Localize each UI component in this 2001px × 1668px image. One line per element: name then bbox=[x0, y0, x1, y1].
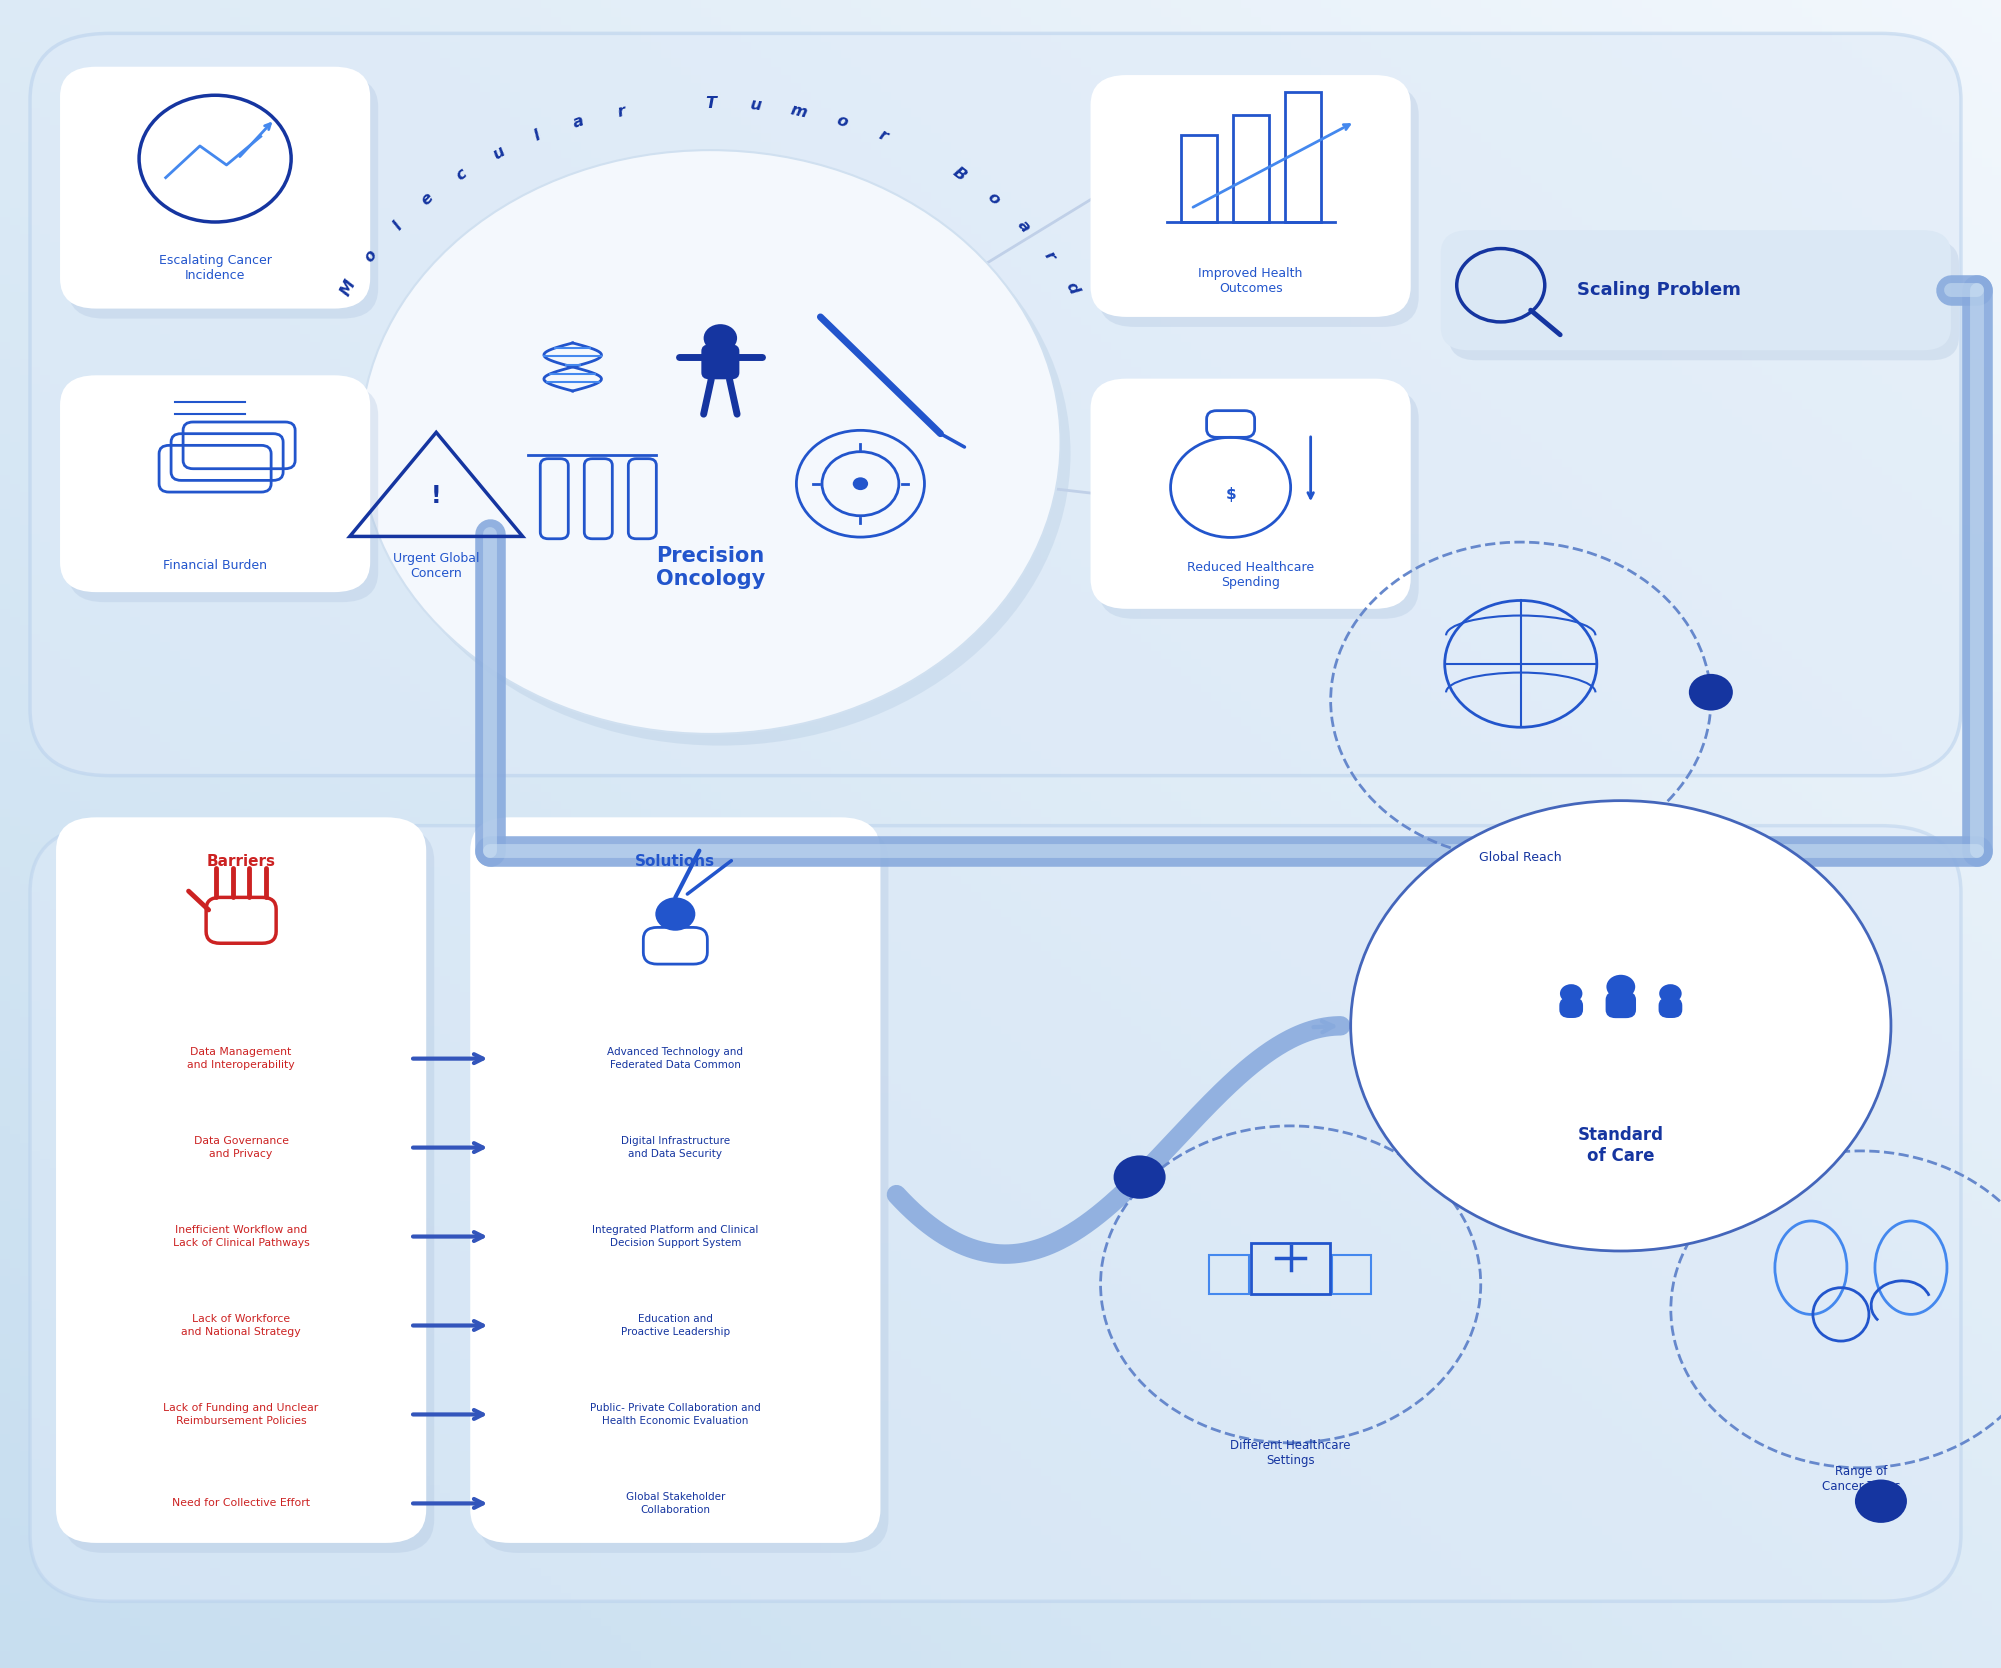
FancyBboxPatch shape bbox=[1449, 240, 1959, 360]
FancyBboxPatch shape bbox=[30, 826, 1961, 1601]
Circle shape bbox=[370, 162, 1071, 746]
FancyBboxPatch shape bbox=[64, 827, 434, 1553]
Text: Integrated Platform and Clinical
Decision Support System: Integrated Platform and Clinical Decisio… bbox=[592, 1226, 758, 1248]
Text: Education and
Proactive Leadership: Education and Proactive Leadership bbox=[620, 1314, 730, 1336]
Text: c: c bbox=[452, 165, 470, 183]
Circle shape bbox=[1689, 674, 1733, 711]
Text: Standard
of Care: Standard of Care bbox=[1579, 1126, 1663, 1164]
Circle shape bbox=[654, 897, 696, 931]
Text: m: m bbox=[788, 102, 808, 120]
Text: Reduced Healthcare
Spending: Reduced Healthcare Spending bbox=[1187, 560, 1315, 589]
Text: Urgent Global
Concern: Urgent Global Concern bbox=[392, 552, 480, 580]
Text: Need for Collective Effort: Need for Collective Effort bbox=[172, 1498, 310, 1508]
Text: u: u bbox=[748, 97, 762, 113]
Text: Data Management
and Interoperability: Data Management and Interoperability bbox=[188, 1048, 294, 1071]
Text: l: l bbox=[390, 219, 404, 234]
Text: e: e bbox=[418, 190, 436, 208]
Circle shape bbox=[1351, 801, 1891, 1251]
FancyBboxPatch shape bbox=[56, 817, 426, 1543]
Text: Lack of Funding and Unclear
Reimbursement Policies: Lack of Funding and Unclear Reimbursemen… bbox=[164, 1403, 318, 1426]
Circle shape bbox=[1115, 1156, 1167, 1199]
Text: o: o bbox=[984, 190, 1003, 208]
FancyBboxPatch shape bbox=[1099, 389, 1419, 619]
Text: o: o bbox=[834, 113, 850, 130]
Text: a: a bbox=[570, 113, 586, 130]
Text: T: T bbox=[704, 97, 716, 110]
Text: Financial Burden: Financial Burden bbox=[164, 559, 266, 572]
Text: Public- Private Collaboration and
Health Economic Evaluation: Public- Private Collaboration and Health… bbox=[590, 1403, 760, 1426]
Text: a: a bbox=[1015, 217, 1033, 235]
Text: l: l bbox=[532, 128, 542, 143]
FancyBboxPatch shape bbox=[1605, 991, 1637, 1017]
Text: Data Governance
and Privacy: Data Governance and Privacy bbox=[194, 1136, 288, 1159]
Text: Digital Infrastructure
and Data Security: Digital Infrastructure and Data Security bbox=[620, 1136, 730, 1159]
FancyBboxPatch shape bbox=[478, 827, 888, 1553]
Circle shape bbox=[852, 477, 868, 490]
Circle shape bbox=[1607, 974, 1635, 999]
Text: Barriers: Barriers bbox=[206, 854, 276, 869]
FancyBboxPatch shape bbox=[1559, 997, 1583, 1017]
FancyBboxPatch shape bbox=[1099, 85, 1419, 327]
Text: $: $ bbox=[1225, 487, 1237, 502]
Text: r: r bbox=[1041, 249, 1059, 264]
Text: Global Stakeholder
Collaboration: Global Stakeholder Collaboration bbox=[626, 1493, 724, 1515]
Text: B: B bbox=[950, 165, 968, 183]
Text: r: r bbox=[876, 127, 890, 143]
FancyBboxPatch shape bbox=[1441, 230, 1951, 350]
Text: Different Healthcare
Settings: Different Healthcare Settings bbox=[1231, 1439, 1351, 1468]
Text: !: ! bbox=[430, 484, 442, 509]
Text: Range of
Cancer Types: Range of Cancer Types bbox=[1821, 1465, 1901, 1493]
Text: Inefficient Workflow and
Lack of Clinical Pathways: Inefficient Workflow and Lack of Clinica… bbox=[172, 1224, 310, 1248]
Text: Escalating Cancer
Incidence: Escalating Cancer Incidence bbox=[158, 254, 272, 282]
FancyBboxPatch shape bbox=[60, 67, 370, 309]
FancyBboxPatch shape bbox=[1659, 997, 1683, 1017]
FancyBboxPatch shape bbox=[470, 817, 880, 1543]
Circle shape bbox=[1561, 984, 1583, 1002]
Text: u: u bbox=[490, 143, 506, 163]
FancyBboxPatch shape bbox=[30, 33, 1961, 776]
Text: Precision
Oncology: Precision Oncology bbox=[656, 545, 764, 589]
FancyBboxPatch shape bbox=[68, 385, 378, 602]
Text: r: r bbox=[616, 103, 626, 120]
Text: Global Reach: Global Reach bbox=[1479, 851, 1563, 864]
Circle shape bbox=[1659, 984, 1681, 1002]
FancyBboxPatch shape bbox=[68, 77, 378, 319]
FancyBboxPatch shape bbox=[1091, 379, 1411, 609]
FancyBboxPatch shape bbox=[60, 375, 370, 592]
Circle shape bbox=[360, 150, 1061, 734]
Text: Lack of Workforce
and National Strategy: Lack of Workforce and National Strategy bbox=[182, 1314, 300, 1338]
Circle shape bbox=[1855, 1480, 1907, 1523]
Circle shape bbox=[704, 324, 736, 352]
Text: o: o bbox=[362, 247, 380, 265]
Text: Solutions: Solutions bbox=[634, 854, 716, 869]
Text: Scaling Problem: Scaling Problem bbox=[1577, 282, 1741, 299]
Text: d: d bbox=[1063, 280, 1083, 297]
Text: Advanced Technology and
Federated Data Common: Advanced Technology and Federated Data C… bbox=[608, 1048, 742, 1069]
Text: M: M bbox=[338, 279, 358, 299]
FancyBboxPatch shape bbox=[700, 344, 740, 379]
Text: Improved Health
Outcomes: Improved Health Outcomes bbox=[1199, 267, 1303, 295]
FancyBboxPatch shape bbox=[1091, 75, 1411, 317]
